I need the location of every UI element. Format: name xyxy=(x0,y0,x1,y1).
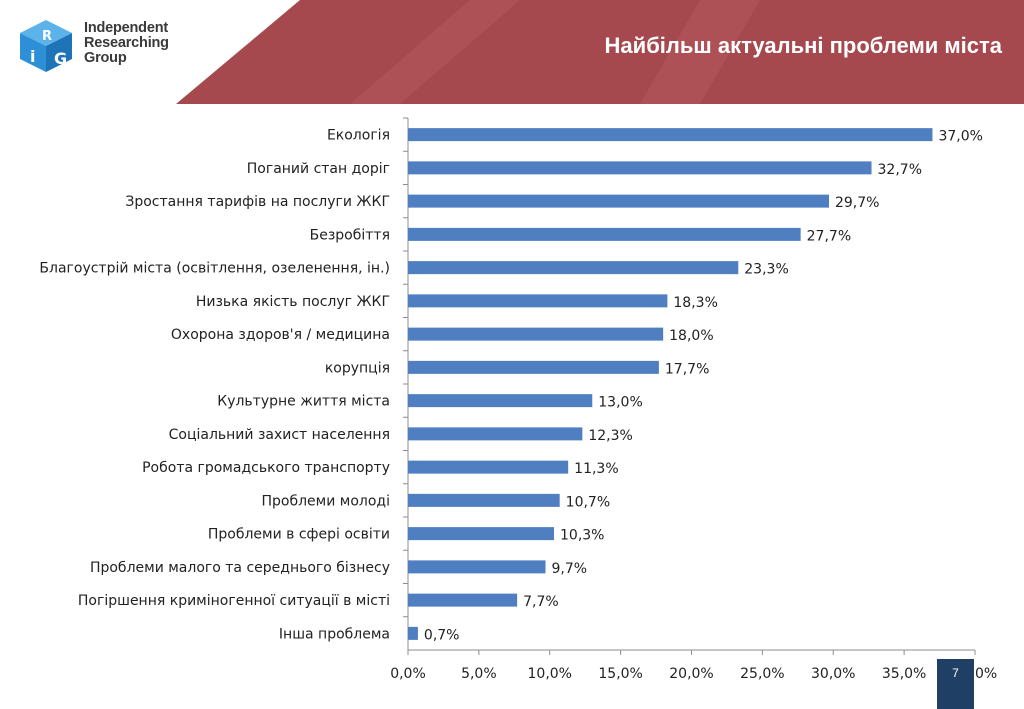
header-banner xyxy=(176,0,1024,104)
bar xyxy=(408,427,583,441)
value-label: 0,7% xyxy=(424,627,460,643)
logo-line-3: Group xyxy=(84,50,127,66)
value-label: 23,3% xyxy=(744,262,788,278)
svg-text:R: R xyxy=(42,29,52,44)
svg-text:i: i xyxy=(30,47,35,66)
x-tick-label: 20,0% xyxy=(669,666,713,682)
irg-logo: i R G Independent Researching Group xyxy=(18,14,198,76)
value-label: 12,3% xyxy=(588,428,632,444)
value-label: 9,7% xyxy=(551,561,587,577)
bar xyxy=(408,394,593,408)
page-number: 7 xyxy=(937,659,974,709)
category-label: Проблеми в сфері освіти xyxy=(208,527,390,543)
bar xyxy=(408,227,801,241)
bar xyxy=(408,626,418,640)
value-label: 11,3% xyxy=(574,461,618,477)
bar xyxy=(408,327,664,341)
category-label: Інша проблема xyxy=(279,626,390,642)
svg-text:G: G xyxy=(54,49,67,68)
bar xyxy=(408,161,872,175)
value-label: 10,3% xyxy=(560,528,604,544)
category-label: Робота громадського транспорту xyxy=(142,460,390,476)
x-tick-label: 10,0% xyxy=(528,666,572,682)
category-label: Соціальний захист населення xyxy=(169,427,390,443)
logo-line-1: Independent xyxy=(84,20,168,36)
value-label: 37,0% xyxy=(938,129,982,145)
value-label: 18,0% xyxy=(669,328,713,344)
category-label: Проблеми молоді xyxy=(262,493,391,509)
bar xyxy=(408,294,668,308)
page-title: Найбільш актуальні проблеми міста xyxy=(604,33,1002,58)
category-label: Екологія xyxy=(327,128,390,144)
value-label: 17,7% xyxy=(665,361,709,377)
value-label: 7,7% xyxy=(523,594,559,610)
x-tick-label: 30,0% xyxy=(811,666,855,682)
bar xyxy=(408,593,518,607)
x-tick-label: 25,0% xyxy=(740,666,784,682)
bar xyxy=(408,360,659,374)
category-label: Культурне життя міста xyxy=(217,394,390,410)
category-label: Проблеми малого та середнього бізнесу xyxy=(90,560,390,576)
category-label: корупція xyxy=(325,360,390,376)
bar xyxy=(408,493,560,507)
x-tick-label: 35,0% xyxy=(882,666,926,682)
category-label: Погіршення криміногенної ситуації в міст… xyxy=(78,593,390,609)
value-label: 10,7% xyxy=(566,494,610,510)
bar xyxy=(408,261,739,275)
bar xyxy=(408,527,555,541)
x-tick-label: 5,0% xyxy=(461,666,497,682)
value-label: 32,7% xyxy=(878,162,922,178)
category-label: Безробіття xyxy=(310,227,390,243)
category-label: Зростання тарифів на послуги ЖКГ xyxy=(125,194,390,210)
banner-highlight xyxy=(350,0,520,104)
x-tick-label: 0,0% xyxy=(390,666,426,682)
x-tick-label: 15,0% xyxy=(598,666,642,682)
logo-line-2: Researching xyxy=(84,35,169,51)
bar xyxy=(408,460,569,474)
category-label: Низька якість послуг ЖКГ xyxy=(196,294,390,310)
value-label: 18,3% xyxy=(673,295,717,311)
value-label: 29,7% xyxy=(835,195,879,211)
category-label: Благоустрій міста (освітлення, озелененн… xyxy=(39,261,390,277)
banner-highlight xyxy=(640,0,760,104)
category-label: Охорона здоров'я / медицина xyxy=(171,327,390,343)
value-label: 27,7% xyxy=(807,228,851,244)
bar xyxy=(408,128,933,142)
value-label: 13,0% xyxy=(598,395,642,411)
category-label: Поганий стан доріг xyxy=(247,161,390,177)
bar xyxy=(408,194,829,208)
cube-logo-icon: i R G xyxy=(20,20,72,72)
bar xyxy=(408,560,546,574)
